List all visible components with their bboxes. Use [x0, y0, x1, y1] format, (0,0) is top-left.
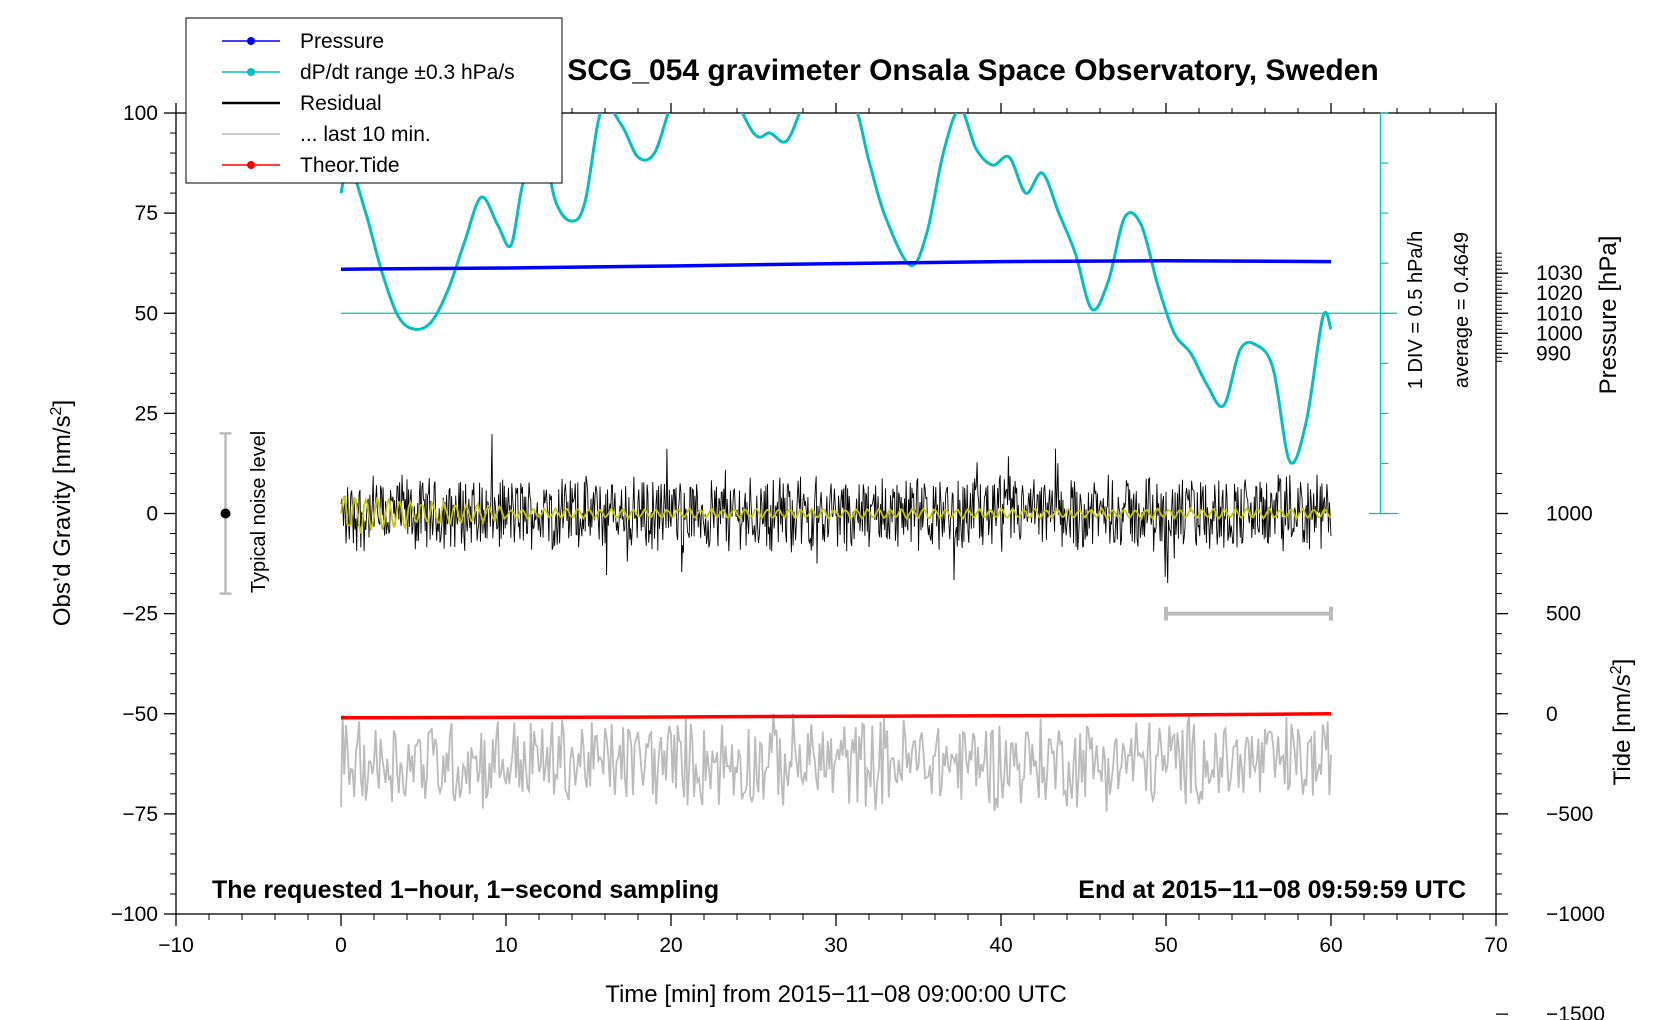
x-tick-label: 60	[1319, 934, 1342, 957]
tide-axis-label: Tide [nm/s2]	[1608, 659, 1636, 786]
y-axis-ticks: 100 75 50 25 0 −25 −50 −75 −100	[111, 102, 176, 926]
legend-swatch-dot	[247, 37, 255, 45]
tide-axis-label-close: ]	[1609, 659, 1636, 666]
residual-line	[340, 434, 1332, 584]
tide-tick-label: −500	[1546, 803, 1593, 826]
dpdt-line	[339, 113, 1333, 465]
legend-label: ... last 10 min.	[300, 123, 431, 146]
div-label: 1 DIV = 0.5 hPa/h	[1405, 231, 1427, 389]
average-label: average = 0.4649	[1451, 232, 1473, 388]
y-tick-label: 75	[135, 202, 158, 225]
noise-bar-dot	[220, 508, 231, 519]
y-axis-label-close: ]	[49, 400, 76, 407]
legend: Pressure dP/dt range ±0.3 hPa/s Residual..…	[185, 17, 563, 184]
tide-axis-label-sup: 2	[1608, 665, 1625, 674]
x-tick-label: 10	[494, 934, 517, 957]
x-tick-label: 20	[659, 934, 682, 957]
residual-series	[340, 434, 1332, 584]
right-axis-ticks: 103010201010100099010005000−500−1000−150…	[1496, 252, 1605, 1020]
y-tick-label: −50	[122, 703, 158, 726]
legend-label: dP/dt range ±0.3 hPa/s	[300, 61, 515, 84]
x-tick-label: 50	[1154, 934, 1177, 957]
pressure-tick-label: 1030	[1536, 262, 1583, 285]
x-tick-label: 0	[335, 934, 347, 957]
y-tick-label: −75	[122, 803, 158, 826]
chart-title: SCG_054 gravimeter Onsala Space Observat…	[567, 54, 1379, 87]
y-axis-label-main: Obs’d Gravity [nm/s	[49, 415, 76, 626]
last10-range-bar	[1164, 606, 1333, 621]
y-tick-label: −100	[111, 903, 158, 926]
legend-entries: Pressure dP/dt range ±0.3 hPa/s Residual..…	[222, 30, 515, 177]
tide-axis-label-main: Tide [nm/s	[1609, 674, 1636, 785]
y-tick-label: 100	[123, 102, 158, 125]
dpdt-scale-axis	[341, 112, 1399, 515]
noise-bar	[219, 432, 232, 595]
tide-tick-label: 1000	[1546, 503, 1593, 526]
x-tick-label: 30	[824, 934, 847, 957]
x-tick-label: 70	[1484, 934, 1507, 957]
residual-filtered-line	[340, 495, 1332, 534]
x-tick-label: 40	[989, 934, 1012, 957]
y-tick-label: 25	[135, 402, 158, 425]
legend-label: Theor.Tide	[300, 154, 400, 177]
y-axis-label: Obs’d Gravity [nm/s2]	[48, 400, 76, 626]
y-tick-label: 50	[135, 302, 158, 325]
legend-label: Residual	[300, 92, 382, 115]
noise-label: Typical noise level	[248, 431, 270, 593]
pressure-tick-label: 990	[1536, 342, 1571, 365]
pressure-tick-label: 1000	[1536, 322, 1583, 345]
y-tick-label: 0	[146, 503, 158, 526]
x-tick-label: −10	[158, 934, 194, 957]
tide-tick-label: 500	[1546, 603, 1581, 626]
pressure-tick-label: 1010	[1536, 302, 1583, 325]
last10-series	[340, 713, 1332, 812]
last10-line	[340, 713, 1332, 812]
tide-tick-label: 0	[1546, 703, 1558, 726]
pressure-tick-label: 1020	[1536, 282, 1583, 305]
pressure-line	[340, 259, 1332, 271]
pressure-axis-label: Pressure [hPa]	[1595, 236, 1622, 395]
x-axis-label: Time [min] from 2015−11−08 09:00:00 UTC	[605, 981, 1067, 1008]
x-axis-ticks: −10 0 10 20 30 40 50 60 70	[158, 103, 1508, 957]
tide-line	[340, 712, 1332, 720]
annotation-left: The requested 1−hour, 1−second sampling	[212, 876, 719, 904]
series-lines	[339, 113, 1333, 720]
annotation-right: End at 2015−11−08 09:59:59 UTC	[1078, 876, 1466, 904]
y-tick-label: −25	[122, 603, 158, 626]
y-axis-label-sup: 2	[48, 406, 65, 415]
legend-swatch-dot	[247, 68, 255, 76]
legend-label: Pressure	[300, 30, 384, 53]
legend-box	[185, 17, 563, 184]
tide-tick-label: −1500	[1546, 1003, 1605, 1020]
legend-swatch-dot	[247, 161, 255, 169]
tide-tick-label: −1000	[1546, 903, 1605, 926]
